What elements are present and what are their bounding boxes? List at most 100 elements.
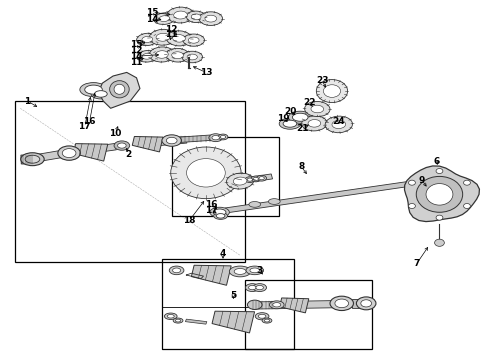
Ellipse shape: [249, 202, 261, 207]
Ellipse shape: [154, 13, 175, 24]
Ellipse shape: [253, 177, 258, 180]
Ellipse shape: [273, 303, 281, 307]
Ellipse shape: [183, 34, 204, 46]
Ellipse shape: [58, 146, 80, 160]
Text: 24: 24: [333, 117, 345, 126]
Text: 15: 15: [130, 40, 143, 49]
Text: 4: 4: [220, 249, 226, 258]
Circle shape: [409, 180, 416, 185]
Ellipse shape: [173, 11, 187, 19]
Text: 18: 18: [183, 216, 196, 225]
Ellipse shape: [247, 300, 262, 310]
Polygon shape: [280, 298, 309, 313]
Ellipse shape: [213, 209, 226, 216]
Ellipse shape: [220, 135, 226, 139]
Ellipse shape: [293, 113, 308, 121]
Text: 10: 10: [109, 129, 122, 138]
Ellipse shape: [172, 35, 185, 42]
Bar: [172, 137, 279, 216]
Ellipse shape: [262, 318, 272, 323]
Text: 14: 14: [146, 15, 158, 24]
Ellipse shape: [175, 319, 181, 322]
Polygon shape: [23, 150, 68, 164]
Text: 7: 7: [414, 259, 420, 268]
Ellipse shape: [142, 53, 152, 59]
Ellipse shape: [166, 48, 189, 62]
Ellipse shape: [186, 11, 206, 23]
Ellipse shape: [226, 173, 254, 189]
Ellipse shape: [85, 85, 102, 94]
Text: 12: 12: [130, 46, 143, 55]
Circle shape: [436, 215, 443, 220]
Circle shape: [464, 180, 470, 185]
Text: 11: 11: [130, 58, 143, 67]
Ellipse shape: [325, 116, 352, 133]
Ellipse shape: [259, 177, 264, 180]
Bar: [162, 259, 294, 348]
Polygon shape: [212, 311, 255, 333]
Ellipse shape: [167, 315, 174, 318]
Ellipse shape: [149, 30, 176, 45]
Text: 6: 6: [434, 157, 440, 166]
Ellipse shape: [245, 177, 255, 183]
Text: 9: 9: [418, 176, 425, 185]
Ellipse shape: [245, 284, 259, 292]
Ellipse shape: [118, 143, 126, 148]
Ellipse shape: [246, 266, 264, 275]
Polygon shape: [185, 319, 207, 324]
Ellipse shape: [199, 12, 222, 26]
Ellipse shape: [164, 313, 177, 319]
Text: 16: 16: [83, 117, 96, 126]
Text: 23: 23: [316, 76, 328, 85]
Text: 13: 13: [199, 68, 212, 77]
Ellipse shape: [269, 199, 280, 204]
Ellipse shape: [114, 141, 130, 150]
Ellipse shape: [205, 15, 217, 22]
Ellipse shape: [169, 266, 184, 275]
Circle shape: [435, 239, 444, 246]
Bar: [15, 101, 245, 262]
Text: 17: 17: [78, 122, 91, 131]
Circle shape: [464, 203, 470, 208]
Text: 21: 21: [296, 123, 309, 132]
Ellipse shape: [258, 314, 266, 318]
Text: 8: 8: [298, 162, 304, 171]
Text: 2: 2: [125, 150, 132, 159]
Ellipse shape: [234, 269, 246, 274]
Ellipse shape: [137, 33, 158, 46]
Ellipse shape: [156, 51, 168, 58]
Ellipse shape: [250, 268, 260, 273]
Polygon shape: [225, 181, 412, 213]
Ellipse shape: [209, 134, 222, 141]
Ellipse shape: [332, 120, 345, 129]
Ellipse shape: [229, 266, 251, 277]
Polygon shape: [21, 155, 33, 164]
Ellipse shape: [166, 137, 177, 144]
Polygon shape: [98, 72, 140, 108]
Ellipse shape: [264, 319, 270, 322]
Polygon shape: [74, 144, 108, 161]
Ellipse shape: [62, 149, 76, 158]
Text: 22: 22: [303, 98, 316, 107]
Bar: [245, 280, 372, 348]
Ellipse shape: [253, 284, 267, 292]
Polygon shape: [405, 166, 479, 222]
Text: 12: 12: [166, 25, 178, 34]
Circle shape: [323, 85, 341, 97]
Ellipse shape: [335, 299, 348, 308]
Ellipse shape: [218, 134, 228, 140]
Ellipse shape: [416, 176, 463, 212]
Ellipse shape: [270, 301, 284, 309]
Ellipse shape: [214, 212, 227, 219]
Ellipse shape: [248, 285, 256, 290]
Text: 19: 19: [277, 114, 290, 123]
Circle shape: [187, 159, 225, 187]
Ellipse shape: [114, 84, 125, 94]
Text: 14: 14: [130, 52, 143, 61]
Text: 16: 16: [205, 200, 218, 209]
Ellipse shape: [188, 37, 199, 43]
Polygon shape: [240, 174, 272, 184]
Text: 1: 1: [24, 96, 31, 105]
Ellipse shape: [289, 111, 312, 123]
Ellipse shape: [256, 285, 264, 290]
